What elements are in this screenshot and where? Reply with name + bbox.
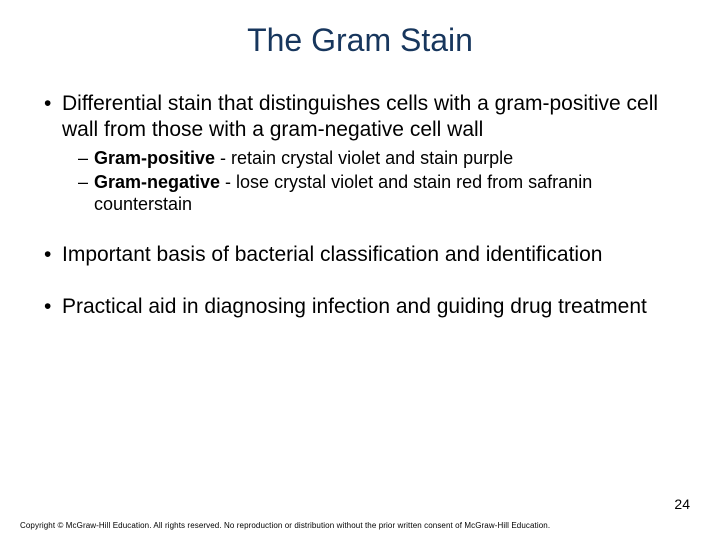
page-number: 24 xyxy=(674,496,690,512)
bullet-list: Differential stain that distinguishes ce… xyxy=(28,91,692,319)
sub-bullet-bold: Gram-positive xyxy=(94,148,215,168)
bullet-item: Differential stain that distinguishes ce… xyxy=(44,91,692,216)
copyright-text: Copyright © McGraw-Hill Education. All r… xyxy=(20,521,550,530)
slide-title: The Gram Stain xyxy=(28,22,692,59)
sub-bullet-item: Gram-positive - retain crystal violet an… xyxy=(78,148,692,170)
sub-bullet-item: Gram-negative - lose crystal violet and … xyxy=(78,172,692,216)
sub-bullet-bold: Gram-negative xyxy=(94,172,220,192)
bullet-item: Practical aid in diagnosing infection an… xyxy=(44,294,692,320)
bullet-text: Differential stain that distinguishes ce… xyxy=(62,92,658,141)
bullet-text: Practical aid in diagnosing infection an… xyxy=(62,295,647,318)
bullet-item: Important basis of bacterial classificat… xyxy=(44,242,692,268)
sub-bullet-rest: - retain crystal violet and stain purple xyxy=(215,148,513,168)
bullet-text: Important basis of bacterial classificat… xyxy=(62,243,602,266)
sub-bullet-list: Gram-positive - retain crystal violet an… xyxy=(62,148,692,216)
